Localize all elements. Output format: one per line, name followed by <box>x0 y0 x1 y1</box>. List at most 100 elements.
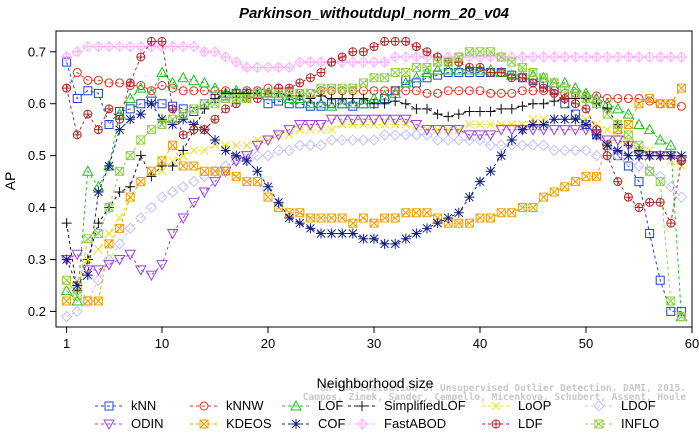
data-point <box>178 151 188 160</box>
legend-label: SimplifiedLOF <box>384 398 466 413</box>
data-point <box>231 94 241 104</box>
data-point <box>357 134 370 146</box>
data-point <box>189 146 199 155</box>
data-point <box>411 208 421 218</box>
data-point <box>453 109 464 120</box>
data-point <box>623 119 633 129</box>
data-point <box>306 73 315 82</box>
data-point <box>622 51 635 63</box>
data-point <box>496 103 507 114</box>
data-point <box>157 114 167 125</box>
data-point <box>570 177 580 187</box>
data-point <box>582 104 590 113</box>
data-point <box>73 130 82 139</box>
data-point <box>634 150 644 161</box>
data-point <box>506 135 517 146</box>
data-point <box>177 40 189 53</box>
data-point <box>146 98 157 109</box>
series-inflo <box>62 47 686 322</box>
data-point <box>505 125 518 136</box>
data-point <box>134 82 147 93</box>
data-point <box>495 139 507 151</box>
data-point <box>347 134 359 146</box>
y-tick-label: 0.4 <box>28 200 46 215</box>
data-point <box>156 260 168 271</box>
data-point <box>485 106 496 117</box>
data-point <box>188 119 199 130</box>
data-point <box>177 181 189 193</box>
data-point <box>94 244 103 254</box>
data-point <box>475 86 485 96</box>
data-point <box>569 144 582 157</box>
data-point <box>590 51 603 63</box>
data-point <box>675 51 688 63</box>
data-point <box>433 52 442 61</box>
data-point <box>230 56 242 68</box>
data-point <box>380 73 390 83</box>
data-point <box>338 52 347 61</box>
data-point <box>369 218 379 228</box>
data-point <box>210 135 220 146</box>
data-point <box>400 98 411 109</box>
data-point <box>262 61 274 74</box>
data-point <box>559 114 570 125</box>
data-point <box>325 134 338 146</box>
data-point <box>62 57 72 67</box>
data-point <box>580 51 592 63</box>
data-point <box>156 191 168 203</box>
data-point <box>290 399 302 411</box>
data-point <box>380 86 390 96</box>
data-point <box>633 51 645 63</box>
data-point <box>105 104 113 113</box>
data-point <box>315 119 327 131</box>
data-point <box>357 97 370 109</box>
data-point <box>83 296 93 306</box>
data-point <box>580 144 592 157</box>
data-point <box>231 171 241 181</box>
data-point <box>146 171 157 182</box>
data-point <box>422 62 432 72</box>
data-point <box>358 233 369 244</box>
legend-item-lof: LOF <box>282 398 343 413</box>
legend-label: LoOP <box>518 398 551 413</box>
data-point <box>474 63 486 75</box>
data-point <box>293 119 306 131</box>
legend-item-simplifiedlof: SimplifiedLOF <box>348 398 466 413</box>
data-point <box>104 203 114 213</box>
data-point <box>453 134 465 146</box>
y-axis-label: AP <box>2 172 18 191</box>
data-point <box>358 93 369 104</box>
data-point <box>496 150 507 161</box>
data-point <box>517 86 527 96</box>
data-point <box>369 233 379 244</box>
series-line <box>66 102 682 287</box>
data-point <box>210 99 220 109</box>
data-point <box>590 149 603 162</box>
data-point <box>496 120 506 129</box>
watermark-line: Campos, Zimek, Sander, Campello, Micenko… <box>303 392 686 403</box>
data-point <box>496 52 506 62</box>
data-point <box>82 270 93 281</box>
data-point <box>71 295 84 306</box>
data-point <box>676 83 686 93</box>
data-point <box>114 186 125 197</box>
data-point <box>252 166 263 177</box>
data-point <box>305 93 316 104</box>
x-tick-label: 1 <box>63 336 70 351</box>
data-point <box>476 63 484 72</box>
data-point <box>613 119 623 129</box>
data-point <box>241 61 253 74</box>
data-point <box>643 165 656 177</box>
data-point <box>357 56 370 68</box>
data-point <box>146 86 156 96</box>
data-point <box>666 306 676 316</box>
data-point <box>82 295 94 307</box>
data-point <box>104 78 114 88</box>
legend-item-fastabod: FastABOD <box>348 416 446 431</box>
data-point <box>379 98 390 109</box>
data-point <box>125 114 136 125</box>
data-point <box>549 187 559 197</box>
data-point <box>187 197 200 209</box>
y-tick-label: 0.6 <box>28 96 46 111</box>
data-point <box>157 81 167 91</box>
